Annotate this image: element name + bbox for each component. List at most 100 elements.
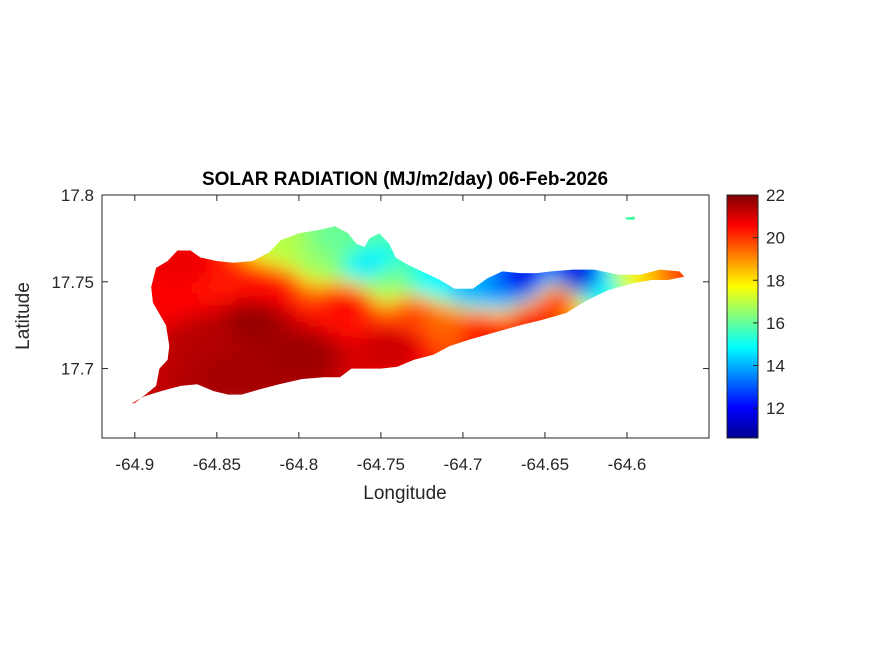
heat-cell (513, 400, 522, 404)
heat-cell (695, 316, 704, 325)
heat-cell (121, 393, 130, 402)
heat-cell (457, 211, 466, 220)
heat-cell (121, 379, 130, 388)
heat-cell (534, 323, 543, 332)
heat-cell (184, 226, 193, 227)
heat-cell (464, 372, 473, 381)
heat-cell (366, 253, 375, 262)
heat-cell (527, 365, 536, 374)
heat-cell (233, 330, 242, 339)
heat-cell (156, 281, 165, 290)
heat-cell (674, 372, 683, 381)
heat-cell (653, 274, 662, 283)
heat-cell (359, 288, 368, 297)
heat-cell (590, 316, 599, 325)
heat-cell (289, 323, 298, 332)
heat-cell (212, 267, 221, 276)
heat-cell (534, 274, 543, 283)
heat-cell (233, 400, 242, 404)
heat-cell (254, 232, 263, 241)
heat-cell (611, 281, 620, 290)
heat-cell (198, 365, 207, 374)
heat-cell (359, 260, 368, 269)
heat-cell (338, 232, 347, 241)
heat-cell (499, 330, 508, 339)
heat-cell (131, 344, 137, 353)
heat-cell (541, 358, 550, 367)
heat-cell (688, 316, 697, 325)
heat-cell (464, 274, 473, 283)
heat-cell (233, 344, 242, 353)
heat-cell (590, 274, 599, 283)
heat-cell (450, 239, 459, 248)
heat-cell (443, 239, 452, 248)
heat-cell (688, 225, 697, 234)
heat-cell (268, 365, 277, 374)
heat-cell (366, 260, 375, 269)
heat-cell (338, 323, 347, 332)
heat-cell (499, 204, 508, 213)
heat-cell (198, 295, 207, 304)
heat-cell (338, 211, 347, 220)
heat-cell (443, 232, 452, 241)
heat-cell (331, 211, 340, 220)
heat-cell (541, 295, 550, 304)
heat-cell (135, 211, 144, 220)
heat-cell (338, 281, 347, 290)
heat-cell (632, 302, 641, 311)
heat-cell (520, 239, 529, 248)
heat-cell (352, 337, 361, 346)
heat-cell (695, 239, 704, 248)
heat-cell (660, 267, 669, 276)
heat-cell (520, 260, 529, 269)
heat-cell (198, 400, 207, 404)
heat-cell (184, 309, 193, 318)
heat-cell (191, 309, 200, 318)
heat-cell (681, 302, 685, 311)
x-tick-label: -64.7 (444, 455, 483, 474)
heat-cell (471, 400, 480, 404)
heat-cell (149, 330, 158, 339)
colorbar-tick-label: 20 (766, 229, 785, 248)
heat-cell (464, 344, 473, 353)
heat-cell (233, 372, 242, 381)
heat-cell (401, 365, 410, 374)
heat-cell (135, 274, 144, 283)
heat-cell (597, 365, 606, 374)
heat-cell (513, 295, 522, 304)
heat-cell (653, 260, 662, 269)
heat-cell (667, 281, 676, 290)
heat-cell (646, 204, 655, 213)
heat-cell (254, 309, 263, 318)
heat-cell (149, 239, 158, 248)
heat-cell (534, 386, 543, 395)
heat-cell (142, 344, 151, 353)
heat-cell (541, 226, 550, 234)
heat-cell (429, 344, 438, 353)
chart-title: SOLAR RADIATION (MJ/m2/day) 06-Feb-2026 (202, 169, 608, 190)
heat-cell (520, 358, 529, 367)
islet (625, 216, 636, 220)
heat-cell (499, 351, 508, 360)
heat-cell (156, 379, 165, 388)
heat-cell (555, 358, 564, 367)
heat-cell (471, 226, 480, 227)
heat-cell (604, 281, 613, 290)
heat-cell (457, 316, 466, 325)
heat-cell (667, 288, 676, 297)
heat-cell (450, 337, 459, 346)
heat-cell (583, 344, 592, 353)
heat-cell (590, 365, 599, 374)
heat-cell (226, 288, 235, 297)
heat-cell (254, 365, 263, 374)
heat-cell (478, 204, 487, 213)
heat-cell (688, 288, 697, 297)
heat-cell (240, 309, 249, 318)
heat-cell (422, 253, 431, 262)
heat-cell (401, 246, 410, 255)
heat-cell (646, 372, 655, 381)
heat-cell (660, 309, 669, 318)
heat-cell (303, 344, 312, 353)
heat-cell (131, 260, 137, 269)
heat-cell (324, 260, 333, 269)
